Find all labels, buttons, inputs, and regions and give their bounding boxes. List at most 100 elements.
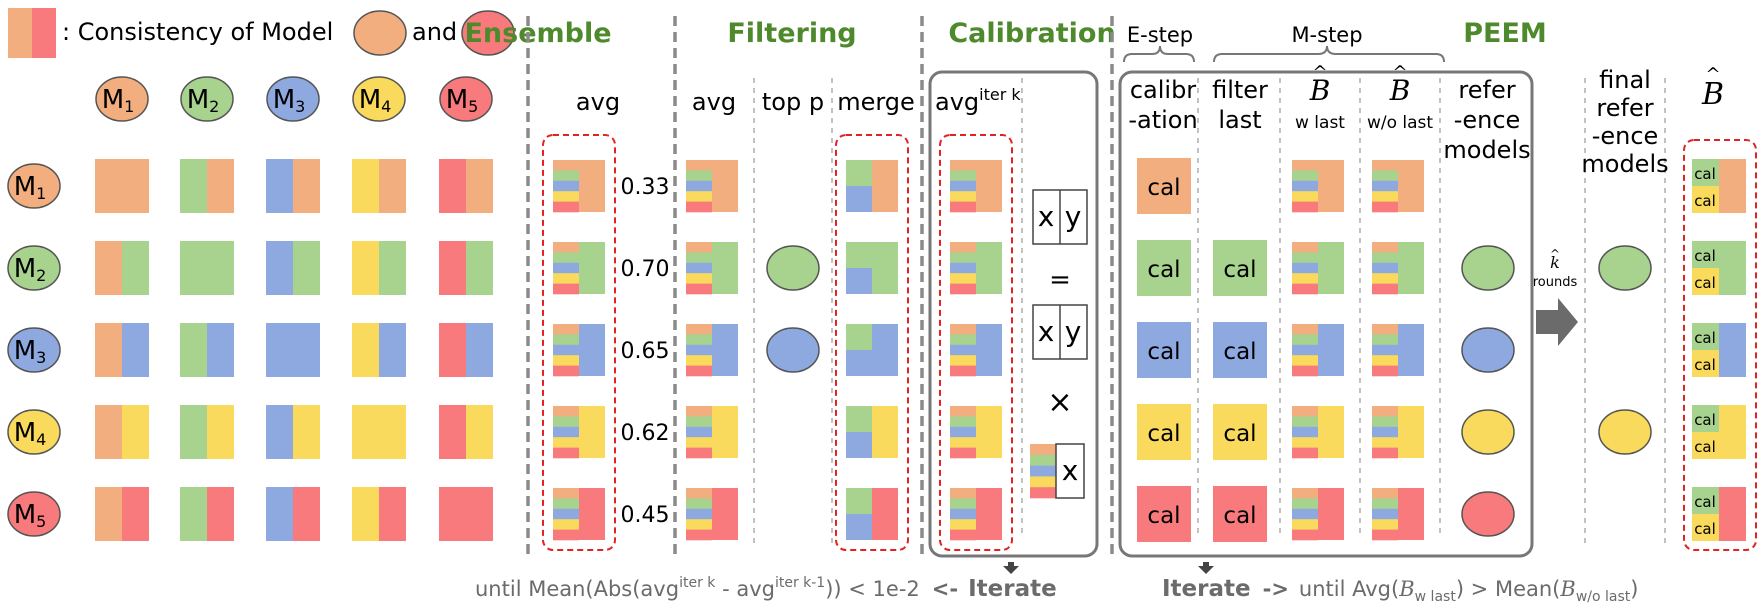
stripe-stack (1372, 242, 1398, 295)
merge-part (846, 268, 872, 294)
stripe-stack (686, 324, 712, 377)
section-calibration: Calibration (948, 18, 1115, 49)
merge-cell (846, 160, 898, 212)
matrix-cell (439, 241, 493, 295)
b-wo-last-own (1398, 160, 1424, 212)
stripe (1292, 437, 1318, 448)
stripe (1292, 344, 1318, 356)
stripe (950, 498, 976, 510)
stripe-stack (686, 160, 712, 213)
stripe (686, 201, 712, 213)
half-left (180, 405, 207, 459)
estep-label: E-step (1127, 23, 1193, 47)
half-left (95, 405, 122, 459)
svg-text:x: x (1038, 315, 1055, 348)
stripe (1292, 252, 1318, 264)
stripe (1292, 283, 1318, 295)
b-w-last-own (1318, 406, 1344, 458)
half-right (122, 323, 149, 377)
stripe (1372, 519, 1398, 530)
b-wo-last-own (1398, 406, 1424, 458)
stripe-stack (950, 488, 976, 541)
rounds-label: rounds (1533, 275, 1578, 290)
stripe (553, 180, 579, 192)
model-label: M1 (102, 85, 135, 116)
final-b-own (1719, 241, 1746, 295)
stripe (1372, 529, 1398, 541)
stripe (1292, 406, 1318, 417)
iterate-down-arrow-right (1198, 562, 1214, 574)
iterate-down-arrow-left (1003, 562, 1019, 574)
top-p-model-2 (766, 245, 820, 291)
stripe (1372, 498, 1398, 510)
stripe-stack (950, 160, 976, 213)
stripe (1372, 252, 1398, 264)
equals-sign: = (1049, 265, 1071, 295)
half-left (439, 323, 466, 377)
stripe (686, 324, 712, 335)
model-oval (7, 491, 61, 537)
stripe (686, 488, 712, 499)
model-label: M5 (446, 85, 479, 116)
legend-model-oval-2 (461, 10, 515, 56)
merge-part (846, 514, 872, 540)
stripe (1030, 444, 1056, 456)
model-label: M4 (359, 85, 392, 116)
times-sign: × (1047, 385, 1072, 420)
stripe-stack (1292, 242, 1318, 295)
matrix-cell-diag (352, 405, 406, 459)
half-left (439, 241, 466, 295)
filter-avg-own (712, 160, 738, 212)
final-b-part (1692, 241, 1719, 268)
stripe (950, 324, 976, 335)
dynamic-content: M1 M2 M3 M4 M5 M1 M2 M3 M4 M5 0.33 0.70 0.65 0.62 0.45… (7, 76, 1746, 542)
stripe-stack (553, 160, 579, 213)
filter-avg-own (712, 406, 738, 458)
cal-cell (1137, 486, 1191, 542)
stripe (1292, 180, 1318, 192)
matrix-cell (266, 159, 320, 213)
model-oval (352, 76, 406, 122)
stripe (1372, 160, 1398, 171)
half-left (352, 241, 379, 295)
final-cal-label: cal (1694, 247, 1716, 265)
matrix-cell (439, 405, 493, 459)
stripe (1372, 283, 1398, 295)
half-right (466, 159, 493, 213)
half-left (352, 323, 379, 377)
stop-condition-right: Iterate -> until Avg(Bw last) > Mean(Bw/o … (1162, 576, 1638, 605)
stripe (1292, 416, 1318, 428)
stripe (686, 529, 712, 541)
header-w-last: w last (1295, 113, 1345, 133)
ensemble-value: 0.70 (621, 257, 670, 282)
stripe (553, 324, 579, 335)
filter-last-cell (1213, 486, 1267, 542)
model-oval (439, 76, 493, 122)
stripe (553, 170, 579, 182)
stripe (1292, 447, 1318, 459)
matrix-cell (180, 159, 234, 213)
stripe (553, 437, 579, 448)
half-right (466, 241, 493, 295)
matrix-cell (352, 487, 406, 541)
model-label: M1 (14, 172, 47, 203)
rounds-k: k (1550, 253, 1560, 272)
header-wo-last: w/o last (1367, 113, 1433, 133)
stripe-stack (1292, 488, 1318, 541)
stripe-stack (1372, 160, 1398, 213)
cal-cell (1137, 240, 1191, 296)
merge-part (846, 242, 898, 268)
merge-part (872, 406, 898, 458)
header-final-3: -ence (1592, 122, 1659, 150)
header-avg-iter: avgiter k (935, 85, 1021, 116)
stripe-stack (950, 242, 976, 295)
stripe (1372, 355, 1398, 366)
cal-label: cal (1147, 421, 1180, 447)
stripe (553, 406, 579, 417)
half-right (379, 487, 406, 541)
stripe (553, 508, 579, 520)
merge-part (846, 406, 872, 432)
stripe (1372, 262, 1398, 274)
merge-cell (846, 324, 898, 376)
column-model-3: M3 (266, 76, 320, 122)
